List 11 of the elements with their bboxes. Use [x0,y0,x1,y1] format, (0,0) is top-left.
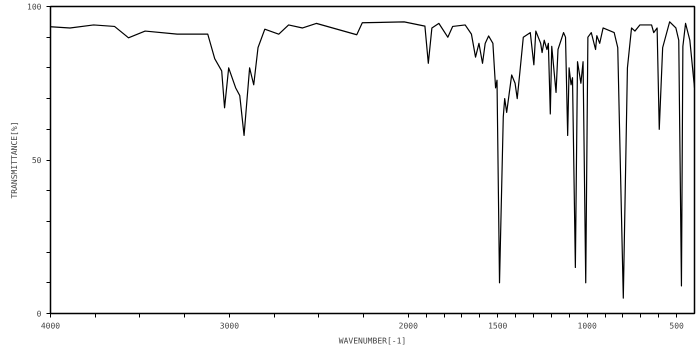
x-tick-label: 1000 [578,322,597,330]
y-tick-label: 50 [32,156,42,165]
x-tick-label: 500 [669,322,684,330]
x-tick-label: 3000 [220,322,240,330]
x-tick-label: 2000 [398,322,418,330]
x-tick-label: 4000 [40,322,60,330]
x-tick-label: 1500 [488,322,508,330]
x-axis-title: WAVENUMBER[-1] [338,336,406,346]
y-tick-label: 0 [36,310,42,318]
y-tick-label: 100 [27,2,42,12]
y-axis-title: TRANSMITTANCE[%] [10,121,20,199]
